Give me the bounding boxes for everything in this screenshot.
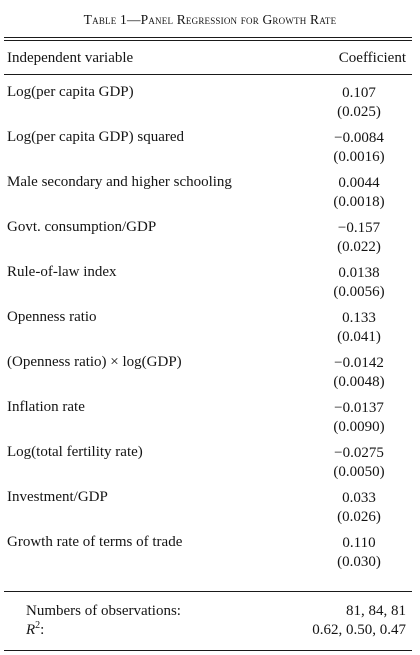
top-rule-upper (4, 37, 412, 38)
coefficient-value: 0.0044 (338, 175, 380, 191)
coefficient-value: −0.0275 (334, 445, 384, 461)
observations-value: 81, 84, 81 (346, 603, 406, 619)
standard-error: (0.022) (337, 239, 381, 255)
coefficient-cell: −0.0137 (0.0090) (324, 399, 394, 437)
table-row: Male secondary and higher schooling 0.00… (0, 174, 420, 218)
table-row: Log(per capita GDP) 0.107 (0.025) (0, 84, 420, 128)
coefficient-cell: 0.0044 (0.0018) (324, 174, 394, 212)
coefficient-cell: 0.033 (0.026) (324, 489, 394, 527)
coefficient-value: 0.0138 (338, 265, 380, 281)
r-squared-label: R2: (26, 620, 45, 639)
standard-error: (0.0050) (333, 464, 385, 480)
standard-error: (0.0018) (333, 194, 385, 210)
standard-error: (0.041) (337, 329, 381, 345)
variable-label: Growth rate of terms of trade (7, 534, 183, 550)
coefficient-value: −0.0142 (334, 355, 384, 371)
table-row: Openness ratio 0.133 (0.041) (0, 309, 420, 353)
table-row: Growth rate of terms of trade 0.110 (0.0… (0, 534, 420, 578)
variable-label: Govt. consumption/GDP (7, 219, 157, 235)
coefficient-value: −0.157 (337, 220, 381, 236)
table-row: (Openness ratio) × log(GDP) −0.0142 (0.0… (0, 354, 420, 398)
variable-label: Log(per capita GDP) squared (7, 129, 185, 145)
coefficient-value: 0.107 (342, 85, 376, 101)
table-row: Log(total fertility rate) −0.0275 (0.005… (0, 444, 420, 488)
table-row: Govt. consumption/GDP −0.157 (0.022) (0, 219, 420, 263)
variable-label: Openness ratio (7, 309, 97, 325)
header-rule (4, 74, 412, 75)
standard-error: (0.026) (337, 509, 381, 525)
coefficient-cell: −0.0084 (0.0016) (324, 129, 394, 167)
observations-label: Numbers of observations: (26, 603, 181, 619)
coefficient-value: −0.0084 (334, 130, 384, 146)
variable-label: Investment/GDP (7, 489, 108, 505)
coefficient-value: 0.110 (342, 535, 376, 551)
column-header-variable: Independent variable (7, 50, 134, 66)
coefficient-cell: 0.110 (0.030) (324, 534, 394, 572)
standard-error: (0.0090) (333, 419, 385, 435)
r-squared-value: 0.62, 0.50, 0.47 (312, 622, 406, 638)
coefficient-cell: 0.133 (0.041) (324, 309, 394, 347)
table-row: Log(per capita GDP) squared −0.0084 (0.0… (0, 129, 420, 173)
bottom-rule (4, 650, 412, 651)
coefficient-cell: −0.157 (0.022) (324, 219, 394, 257)
coefficient-value: 0.033 (342, 490, 376, 506)
table-row: Inflation rate −0.0137 (0.0090) (0, 399, 420, 443)
standard-error: (0.0048) (333, 374, 385, 390)
r-squared-exponent: 2 (35, 620, 41, 631)
coefficient-cell: 0.107 (0.025) (324, 84, 394, 122)
table-row: Rule-of-law index 0.0138 (0.0056) (0, 264, 420, 308)
standard-error: (0.025) (337, 104, 381, 120)
variable-label: Inflation rate (7, 399, 85, 415)
standard-error: (0.0056) (333, 284, 385, 300)
r-squared-symbol: R (26, 622, 36, 638)
variable-label: (Openness ratio) × log(GDP) (7, 354, 182, 370)
standard-error: (0.030) (337, 554, 381, 570)
footer-rule (4, 591, 412, 592)
variable-label: Log(per capita GDP) (7, 84, 134, 100)
top-rule-lower (4, 40, 412, 41)
coefficient-cell: 0.0138 (0.0056) (324, 264, 394, 302)
coefficient-value: −0.0137 (334, 400, 384, 416)
coefficient-cell: −0.0275 (0.0050) (324, 444, 394, 482)
table-title: Table 1—Panel Regression for Growth Rate (83, 12, 337, 27)
coefficient-cell: −0.0142 (0.0048) (324, 354, 394, 392)
variable-label: Male secondary and higher schooling (7, 174, 232, 190)
standard-error: (0.0016) (333, 149, 385, 165)
column-header-coefficient: Coefficient (338, 50, 406, 66)
coefficient-value: 0.133 (342, 310, 376, 326)
table-row: Investment/GDP 0.033 (0.026) (0, 489, 420, 533)
variable-label: Rule-of-law index (7, 264, 117, 280)
r-squared-colon: : (40, 622, 45, 638)
variable-label: Log(total fertility rate) (7, 444, 143, 460)
